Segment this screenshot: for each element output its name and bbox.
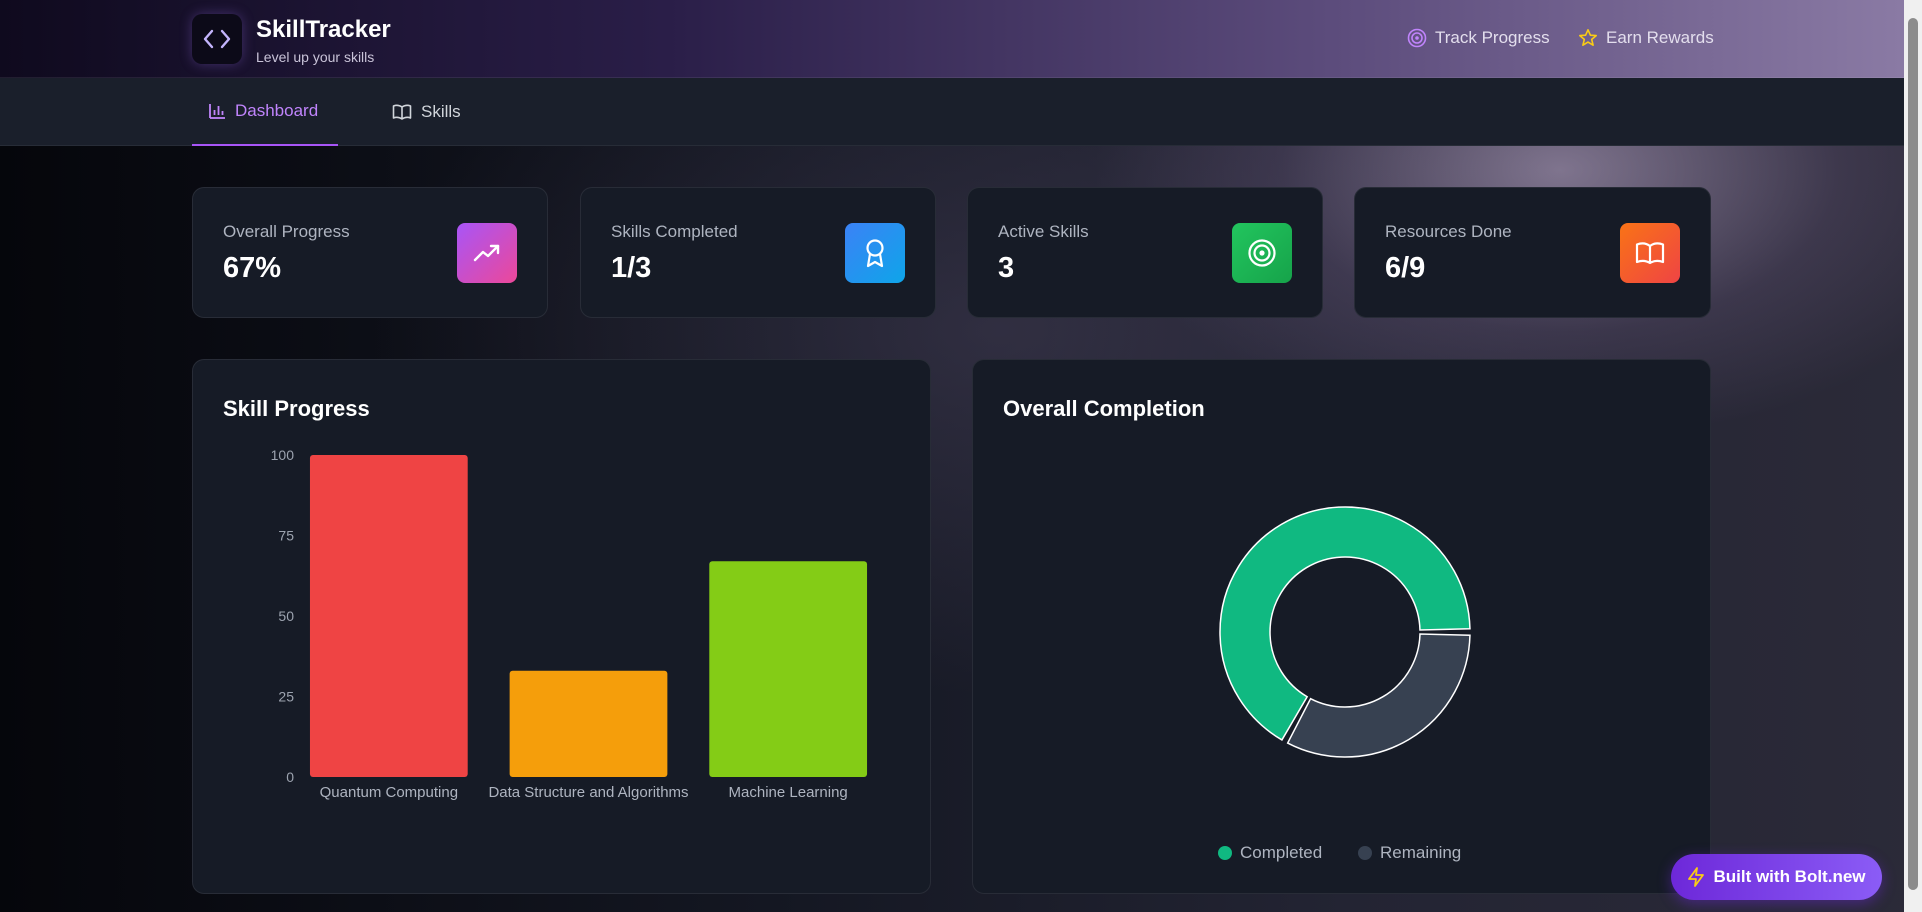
target-icon: [1407, 28, 1427, 48]
overall-completion-panel: Overall Completion Completed Remaining: [972, 359, 1711, 894]
earn-rewards-link[interactable]: Earn Rewards: [1578, 28, 1714, 48]
award-icon: [866, 239, 884, 268]
page-scrollbar[interactable]: [1904, 0, 1922, 912]
stat-value: 67%: [223, 252, 282, 284]
stat-card-active-skills: Active Skills 3: [967, 187, 1323, 318]
panel-title: Skill Progress: [223, 396, 370, 421]
tab-skills-label: Skills: [421, 102, 461, 121]
trending-up-icon: [473, 244, 500, 262]
skill-progress-panel: Skill Progress 0 25 50 75 100 Quantum Computi…: [192, 359, 931, 894]
bar[interactable]: [309, 455, 468, 777]
bar-chart-icon: [209, 104, 225, 119]
tab-dashboard-label: Dashboard: [235, 101, 319, 120]
stat-label: Skills Completed: [611, 222, 738, 241]
legend-label: Remaining: [1380, 843, 1462, 862]
stat-icon-badge: [1232, 223, 1292, 283]
nav-tabs: Dashboard Skills: [0, 78, 1904, 146]
stat-icon-badge: [457, 223, 517, 283]
x-tick-label: Machine Learning: [729, 784, 848, 801]
star-icon: [1578, 28, 1598, 47]
donut-slice-completed[interactable]: [1219, 506, 1471, 741]
bolt-icon: [1688, 867, 1705, 887]
legend-dot-remaining: [1358, 846, 1372, 860]
track-progress-link[interactable]: Track Progress: [1407, 28, 1550, 48]
top-header: SkillTracker Level up your skills Track …: [0, 0, 1904, 78]
y-tick-label: 75: [278, 528, 294, 544]
skill-progress-chart: 0 25 50 75 100 Quantum Computing Data Structur…: [271, 447, 868, 801]
built-with-bolt-button[interactable]: Built with Bolt.new: [1671, 854, 1882, 900]
stat-value: 3: [998, 252, 1015, 284]
stat-card-skills-completed: Skills Completed 1/3: [580, 187, 936, 318]
earn-rewards-label: Earn Rewards: [1606, 28, 1714, 47]
bar[interactable]: [709, 561, 868, 777]
target-icon: [1248, 239, 1276, 267]
bar[interactable]: [509, 670, 668, 777]
x-tick-label: Quantum Computing: [320, 784, 458, 801]
scrollbar-thumb[interactable]: [1908, 18, 1918, 890]
y-tick-label: 25: [278, 689, 294, 705]
code-icon: [203, 29, 231, 49]
legend-label: Completed: [1240, 843, 1323, 862]
logo[interactable]: [192, 14, 242, 64]
stat-value: 1/3: [611, 252, 652, 284]
tab-dashboard[interactable]: Dashboard: [192, 78, 338, 146]
track-progress-label: Track Progress: [1435, 28, 1550, 47]
x-tick-label: Data Structure and Algorithms: [488, 784, 688, 801]
stat-value: 6/9: [1385, 252, 1426, 284]
y-tick-label: 100: [271, 447, 295, 463]
y-tick-label: 0: [286, 769, 294, 785]
legend-item-completed[interactable]: Completed: [1218, 843, 1322, 863]
stat-label: Resources Done: [1385, 222, 1512, 241]
book-open-icon: [1635, 242, 1665, 265]
stat-icon-badge: [1620, 223, 1680, 283]
stat-card-resources-done: Resources Done 6/9: [1354, 187, 1711, 318]
y-tick-label: 50: [278, 608, 294, 624]
stat-label: Overall Progress: [223, 222, 350, 241]
donut-slice-remaining[interactable]: [1286, 633, 1471, 758]
stat-icon-badge: [845, 223, 905, 283]
stat-label: Active Skills: [998, 222, 1089, 241]
book-icon: [392, 104, 412, 120]
legend-item-remaining[interactable]: Remaining: [1358, 843, 1461, 863]
app-subtitle: Level up your skills: [256, 49, 375, 65]
tab-skills[interactable]: Skills: [392, 78, 461, 146]
overall-completion-chart: [1219, 506, 1471, 758]
bolt-button-label: Built with Bolt.new: [1713, 867, 1866, 886]
stat-card-overall-progress: Overall Progress 67%: [192, 187, 548, 318]
panel-title: Overall Completion: [1003, 396, 1205, 421]
app-title: SkillTracker: [256, 16, 391, 43]
legend-dot-completed: [1218, 846, 1232, 860]
